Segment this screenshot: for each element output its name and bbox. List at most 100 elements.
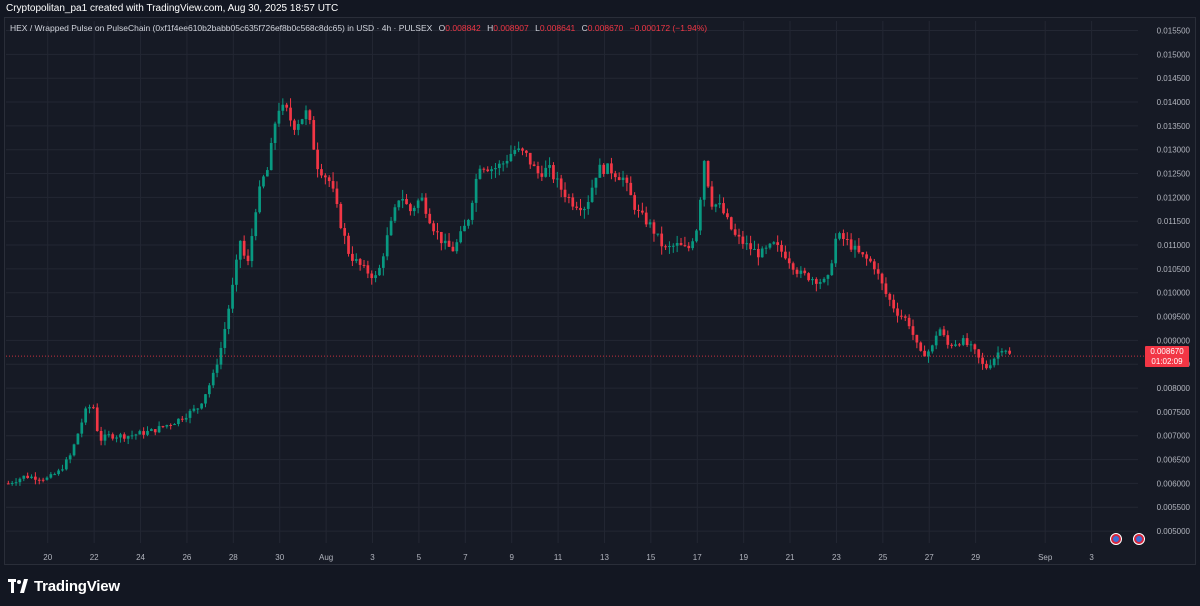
time-tick-label: 3 <box>370 553 375 562</box>
candle-up <box>401 198 405 201</box>
candle-up <box>262 176 265 187</box>
candle-up <box>699 199 702 231</box>
candle-down <box>780 244 783 252</box>
candle-up <box>196 408 200 410</box>
candle-down <box>122 434 126 439</box>
candle-down <box>358 259 362 265</box>
time-tick-label: 23 <box>832 553 841 562</box>
candle-up <box>996 352 1000 359</box>
price-tick-label: 0.008000 <box>1157 384 1191 393</box>
candle-down <box>405 198 408 205</box>
tradingview-logo[interactable]: TradingView <box>8 577 120 595</box>
candle-up <box>68 455 72 460</box>
time-tick-label: 30 <box>275 553 284 562</box>
candle-up <box>80 422 84 434</box>
candle-up <box>10 483 14 485</box>
candle-up <box>265 170 269 177</box>
candle-down <box>567 196 571 198</box>
candle-down <box>776 242 780 245</box>
candle-down <box>323 175 327 178</box>
candle-up <box>969 344 973 346</box>
candle-up <box>250 236 254 262</box>
candle-up <box>165 425 169 427</box>
candle-down <box>540 173 544 177</box>
candle-up <box>826 275 830 279</box>
candle-down <box>644 212 648 225</box>
candle-down <box>857 245 861 253</box>
candle-down <box>161 426 165 428</box>
candle-up <box>961 338 965 345</box>
time-tick-label: 17 <box>693 553 702 562</box>
candle-up <box>718 203 722 205</box>
candle-up <box>834 238 838 264</box>
candle-up <box>49 474 53 478</box>
candle-up <box>416 200 420 208</box>
candle-up <box>235 259 238 285</box>
candle-up <box>548 165 551 168</box>
candle-down <box>362 264 366 266</box>
candle-down <box>807 273 810 281</box>
candle-up <box>598 164 602 178</box>
candle-down <box>246 255 250 262</box>
candle-down <box>312 120 316 150</box>
candle-up <box>177 418 180 425</box>
candle-down <box>579 207 582 211</box>
candle-up <box>173 424 176 426</box>
candle-up <box>14 482 18 484</box>
candle-down <box>6 483 10 485</box>
candle-up <box>760 248 764 258</box>
chart-credit: Cryptopolitan_pa1 created with TradingVi… <box>6 3 339 14</box>
us-flag-event-icon[interactable] <box>1133 533 1145 545</box>
candle-up <box>412 207 416 212</box>
candle-up <box>381 256 385 268</box>
candle-down <box>958 344 961 346</box>
time-tick-label: Sep <box>1038 553 1053 562</box>
candle-down <box>842 233 845 240</box>
candle-up <box>490 169 493 172</box>
candle-up <box>76 433 80 445</box>
candle-up <box>934 335 938 346</box>
price-tick-label: 0.007000 <box>1157 432 1191 441</box>
candle-up <box>273 123 277 143</box>
open-value: 0.008842 <box>445 23 481 33</box>
candle-down <box>153 429 157 433</box>
candle-down <box>845 239 849 241</box>
candle-up <box>656 233 660 235</box>
candle-up <box>134 434 138 436</box>
candle-down <box>571 197 575 207</box>
candle-up <box>648 222 652 225</box>
candle-down <box>741 236 745 244</box>
candle-up <box>478 168 482 179</box>
candle-down <box>637 209 640 211</box>
candle-down <box>907 317 911 327</box>
low-value: 0.008641 <box>539 23 576 33</box>
candle-down <box>722 203 725 214</box>
candle-down <box>973 344 977 350</box>
candle-down <box>710 186 714 207</box>
candle-up <box>594 177 598 188</box>
candle-down <box>289 107 292 121</box>
candle-down <box>180 418 184 420</box>
candle-up <box>1000 351 1004 353</box>
candle-up <box>227 308 231 329</box>
candle-down <box>428 213 432 224</box>
candle-up <box>583 208 586 211</box>
us-flag-event-icon[interactable] <box>1110 533 1122 545</box>
price-chart[interactable]: 0.005000 0.005500 0.006000 0.006500 0.007000… <box>4 17 1196 565</box>
candle-up <box>818 282 822 284</box>
price-tick-label: 0.013000 <box>1157 146 1191 155</box>
candle-down <box>451 246 455 252</box>
candle-down <box>896 308 899 316</box>
candle-up <box>385 235 389 257</box>
time-tick-label: 9 <box>509 553 514 562</box>
candle-up <box>296 124 300 130</box>
time-tick-label: 7 <box>463 553 468 562</box>
candle-up <box>254 212 258 237</box>
candle-up <box>107 434 111 436</box>
candle-down <box>679 243 683 246</box>
price-tick-label: 0.012000 <box>1157 193 1191 202</box>
chart-area[interactable] <box>4 17 1196 565</box>
candle-up <box>374 275 377 279</box>
time-tick-label: 21 <box>786 553 795 562</box>
candle-down <box>142 431 145 435</box>
